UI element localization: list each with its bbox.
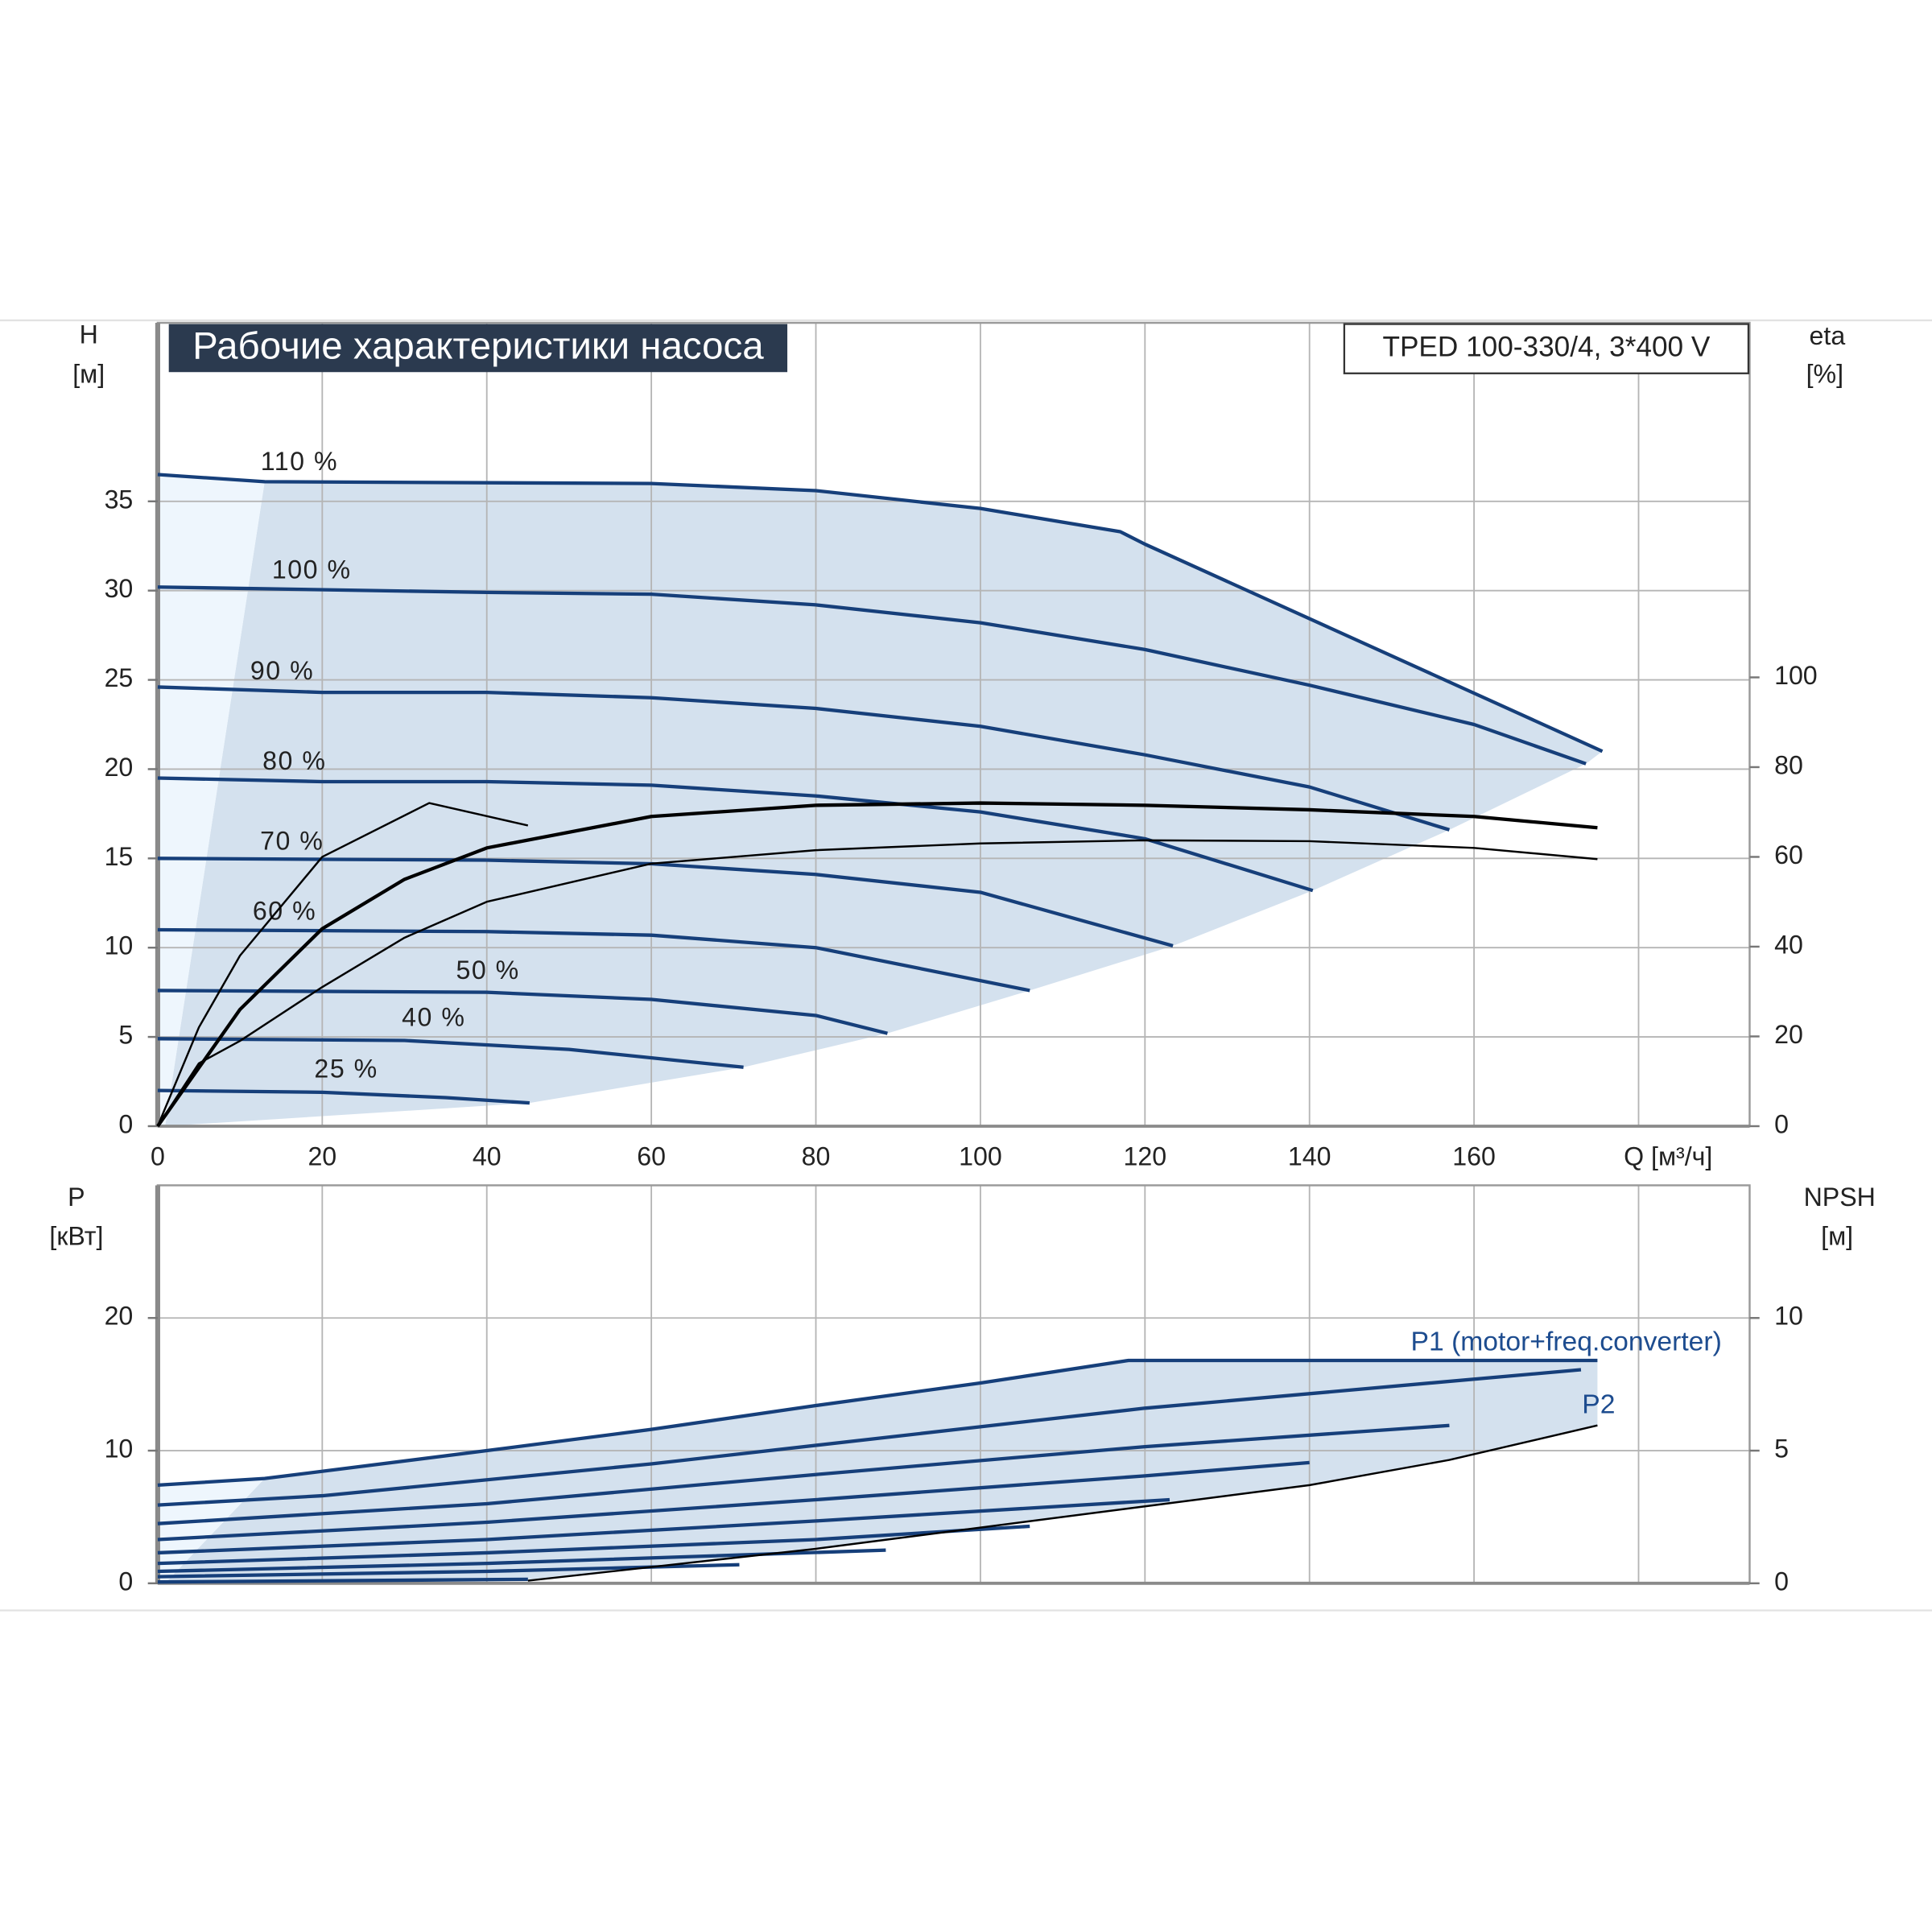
curve-annotation: P2: [1582, 1389, 1615, 1419]
x-tick-label: 80: [802, 1141, 831, 1170]
x-tick-label: 20: [308, 1141, 336, 1170]
y-tick-label: 0: [118, 1567, 133, 1596]
x-tick-label: 100: [959, 1141, 1002, 1170]
y2-axis-label: eta: [1810, 321, 1846, 350]
curve: [157, 1037, 744, 1069]
title-box: [168, 324, 788, 373]
y2-tick-label: 60: [1774, 840, 1803, 869]
curve-label: 40 %: [402, 1002, 465, 1031]
y-tick-label: 35: [105, 485, 134, 514]
y-tick-label: 20: [105, 753, 134, 782]
x-tick-label: 60: [637, 1141, 666, 1170]
curve: [157, 1577, 528, 1584]
curve-label: 100 %: [272, 555, 352, 584]
operating-area: [165, 1360, 1598, 1583]
y-tick-label: 5: [118, 1021, 133, 1050]
y-tick-label: 25: [105, 663, 134, 692]
curve: [157, 685, 1451, 832]
y-tick-label: 30: [105, 574, 134, 603]
y-axis-label: [кВт]: [49, 1222, 103, 1251]
y2-axis-label: [%]: [1806, 359, 1843, 388]
curve: [157, 585, 1587, 766]
curve: [157, 989, 888, 1035]
curve: [156, 839, 1598, 1127]
curve: [157, 1423, 1450, 1525]
x-tick-label: 0: [151, 1141, 165, 1170]
curve: [157, 1548, 886, 1574]
curve: [527, 1424, 1598, 1582]
curve-label: 90 %: [250, 656, 314, 685]
curve-label: 110 %: [261, 447, 338, 476]
x-tick-label: Q [м³/ч]: [1624, 1141, 1712, 1170]
model-box: [1343, 323, 1750, 374]
curve: [157, 1358, 1598, 1488]
curve: [157, 927, 1030, 993]
curve-label: 70 %: [260, 826, 324, 855]
x-tick-label: 120: [1124, 1141, 1167, 1170]
y-tick-label: 0: [118, 1109, 133, 1138]
y-axis-label: [м]: [72, 359, 105, 388]
curve-label: 25 %: [314, 1055, 378, 1084]
curve: [157, 1368, 1582, 1507]
curve-label: 80 %: [262, 746, 326, 775]
y2-tick-label: 0: [1774, 1109, 1789, 1138]
curve: [156, 802, 529, 1127]
curve-annotation: P1 (motor+freq.converter): [1411, 1327, 1722, 1356]
y-tick-label: 10: [105, 1435, 134, 1463]
y-tick-label: 10: [105, 931, 134, 960]
curve: [157, 1524, 1030, 1566]
chart-title: Рабочие характеристики насоса: [192, 325, 764, 368]
curve: [157, 473, 1604, 753]
curve: [156, 801, 1598, 1128]
y2-tick-label: 100: [1774, 661, 1818, 690]
curve: [157, 776, 1314, 893]
model-label: TPED 100-330/4, 3*400 V: [1382, 331, 1710, 362]
y2-axis-label: [м]: [1821, 1222, 1853, 1251]
y2-tick-label: 80: [1774, 750, 1803, 779]
curve: [157, 1088, 530, 1105]
y-axis-label: H: [80, 320, 98, 349]
curve: [157, 857, 1174, 948]
x-tick-label: 140: [1288, 1141, 1331, 1170]
y2-tick-label: 5: [1774, 1435, 1789, 1463]
y2-tick-label: 0: [1774, 1567, 1789, 1596]
curve: [157, 1497, 1170, 1555]
y2-tick-label: 40: [1774, 930, 1803, 959]
operating-area-left: [157, 474, 265, 1126]
y2-tick-label: 10: [1774, 1302, 1803, 1331]
curve: [157, 1460, 1310, 1542]
y2-axis-label: NPSH: [1804, 1183, 1876, 1212]
y2-tick-label: 20: [1774, 1020, 1803, 1049]
curve-label: 50 %: [456, 956, 519, 985]
y-tick-label: 15: [105, 842, 134, 871]
y-tick-label: 20: [105, 1302, 134, 1331]
x-tick-label: 160: [1452, 1141, 1496, 1170]
y-axis-label: P: [68, 1183, 85, 1212]
x-tick-label: 40: [473, 1141, 502, 1170]
